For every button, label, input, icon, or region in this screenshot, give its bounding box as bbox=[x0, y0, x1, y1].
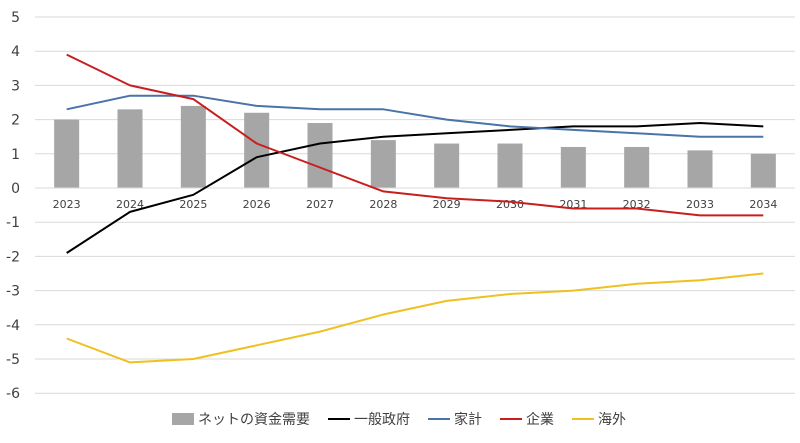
legend-label: 海外 bbox=[598, 412, 626, 428]
series-line bbox=[66, 94, 764, 138]
bar bbox=[307, 123, 333, 188]
x-axis-ticks: 2023 2024 2025 2026 2027 2028 2029 2030 2031 2032… bbox=[53, 198, 778, 211]
legend-label: 家計 bbox=[454, 411, 482, 428]
bar bbox=[117, 109, 143, 188]
y-tick-label: -4 bbox=[6, 318, 20, 334]
bar bbox=[624, 146, 650, 188]
legend-swatch bbox=[172, 413, 194, 425]
y-tick-label: 5 bbox=[11, 10, 20, 26]
x-tick-label: 2028 bbox=[369, 198, 397, 211]
bar bbox=[180, 105, 206, 188]
bar bbox=[370, 140, 396, 188]
x-tick-label: 2023 bbox=[53, 198, 81, 211]
y-tick-label: 3 bbox=[11, 78, 20, 94]
x-tick-label: 2027 bbox=[306, 198, 334, 211]
y-tick-label: -1 bbox=[6, 215, 20, 231]
series-line bbox=[66, 122, 764, 254]
x-tick-label: 2033 bbox=[686, 198, 714, 211]
legend: ネットの資金需要 一般政府 家計 企業 海外 bbox=[172, 411, 626, 428]
y-axis-ticks: 5 4 3 2 1 0 -1 -2 -3 -4 -5 -6 bbox=[6, 10, 20, 402]
bar bbox=[687, 150, 713, 188]
x-tick-label: 2029 bbox=[433, 198, 461, 211]
y-tick-label: -3 bbox=[6, 284, 20, 300]
x-tick-label: 2034 bbox=[749, 198, 777, 211]
y-tick-label: 2 bbox=[11, 113, 20, 129]
x-tick-label: 2025 bbox=[179, 198, 207, 211]
y-tick-label: 0 bbox=[11, 181, 20, 197]
series-line bbox=[66, 272, 764, 364]
y-tick-label: -6 bbox=[6, 386, 20, 402]
bar bbox=[54, 119, 80, 188]
legend-label: 企業 bbox=[526, 411, 554, 428]
x-tick-label: 2030 bbox=[496, 198, 524, 211]
x-tick-label: 2024 bbox=[116, 198, 144, 211]
bar bbox=[497, 143, 523, 188]
bar bbox=[750, 153, 776, 188]
y-tick-label: -5 bbox=[6, 352, 20, 368]
series-line bbox=[66, 53, 764, 217]
legend-label: ネットの資金需要 bbox=[198, 412, 310, 428]
y-tick-label: -2 bbox=[6, 249, 20, 265]
x-tick-label: 2026 bbox=[243, 198, 271, 211]
y-tick-label: 1 bbox=[11, 147, 20, 163]
bar bbox=[434, 143, 460, 188]
legend-label: 一般政府 bbox=[354, 412, 410, 428]
bar bbox=[244, 112, 270, 188]
bar-series-net-funding-demand bbox=[54, 105, 776, 188]
bar bbox=[560, 146, 586, 188]
line-series bbox=[66, 53, 764, 364]
gridlines bbox=[35, 16, 795, 394]
y-tick-label: 4 bbox=[11, 44, 20, 60]
